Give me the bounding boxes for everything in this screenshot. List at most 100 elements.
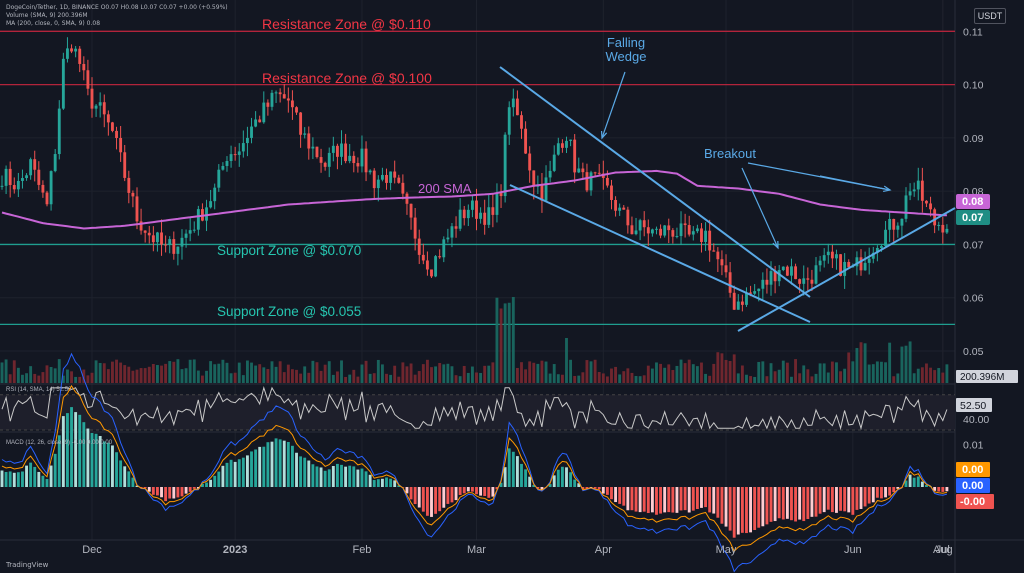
volume-bar [53,368,57,383]
candle-body [241,143,245,152]
volume-bar [454,375,458,383]
macd-histogram-bar [86,428,90,487]
volume-bar [618,374,622,383]
volume-bar [794,359,797,383]
sma-price-value: 0.08 [962,196,983,208]
macd-histogram-bar [143,487,147,489]
macd-histogram-bar [127,471,131,487]
volume-bar [168,361,172,383]
candle-body [659,228,663,236]
volume-bar [720,353,724,383]
candle-body [462,209,466,219]
candle-body [781,266,785,271]
candle-body [184,233,188,238]
candle-body [466,209,470,219]
candle-body [380,174,384,180]
volume-bar [769,363,773,383]
candle-body [188,230,192,234]
time-tick-label: Feb [352,544,371,556]
candle-body [156,232,159,243]
macd-histogram-bar [810,487,814,517]
macd-histogram-bar [135,485,139,487]
volume-bar [511,297,515,383]
volume-bar [479,372,483,383]
macd-histogram-bar [945,487,949,492]
volume-bar [352,369,356,383]
currency-button[interactable]: USDT [974,8,1006,24]
macd-histogram-bar [777,487,781,519]
macd-histogram-bar [458,487,462,495]
candle-body [867,258,871,263]
macd-histogram-bar [520,463,523,487]
macd-histogram-bar [773,487,777,522]
volume-bar [560,374,564,383]
candle-body [454,226,458,229]
volume-bar [532,362,536,383]
candle-body [254,119,258,127]
volume-bar [209,361,213,383]
macd-histogram-bar [201,483,204,487]
candle-body [143,230,147,233]
macd-histogram-bar [556,469,560,487]
macd-histogram-bar [908,474,912,487]
falling-wedge-label-line2: Wedge [606,49,647,64]
candle-body [732,292,736,310]
volume-bar [262,367,266,383]
volume-bar [470,366,474,383]
candle-body [151,235,155,243]
time-tick-label: Jun [844,544,862,556]
macd-histogram-bar [29,462,33,487]
candle-body [749,292,752,294]
macd-histogram-bar [233,461,237,487]
volume-bar [753,376,757,383]
macd-histogram-bar [446,487,450,504]
last-price-value: 0.07 [962,212,983,224]
volume-bar [724,359,728,383]
candle-body [499,192,503,197]
macd-histogram-bar [503,467,507,487]
candle-body [434,256,438,277]
macd-histogram-bar [348,465,352,487]
macd-histogram-bar [315,466,319,487]
wedge-lower-line [509,184,811,323]
macd-histogram-bar [139,487,143,488]
candle-body [556,143,560,155]
macd-histogram-bar [790,487,793,521]
volume-bar [376,359,380,383]
candle-body [892,218,896,230]
candle-body [765,279,769,285]
volume-bar [605,376,609,383]
macd-histogram-bar [757,487,761,528]
volume-bar [372,373,376,383]
macd-histogram-bar [434,487,438,514]
resistance-label-110: Resistance Zone @ $0.110 [262,16,431,32]
macd-histogram-bar [569,472,573,487]
volume-bar [123,365,127,383]
candle-body [8,168,12,186]
volume-bar [446,363,450,383]
candle-body [127,177,131,193]
candle-body [409,203,413,218]
macd-histogram-bar [176,487,180,498]
macd-histogram-bar [806,487,810,519]
macd-histogram-bar [258,446,262,487]
volume-bar [732,354,736,383]
macd-histogram-bar [695,487,699,510]
candle-body [217,169,221,188]
resistance-label-100: Resistance Zone @ $0.100 [262,70,432,86]
candle-body [712,250,716,252]
volume-bar [830,361,834,383]
candle-body [888,218,892,230]
candle-body [29,159,33,176]
support-label-070: Support Zone @ $0.070 [217,243,361,258]
macd-histogram-bar [875,487,879,498]
macd-histogram-bar [925,484,928,487]
candle-body [704,230,708,242]
candle-body [221,165,225,170]
volume-bar [847,352,851,383]
candle-body [37,169,41,185]
volume-bar [785,362,789,383]
volume-bar [933,370,937,383]
candle-body [323,162,327,167]
